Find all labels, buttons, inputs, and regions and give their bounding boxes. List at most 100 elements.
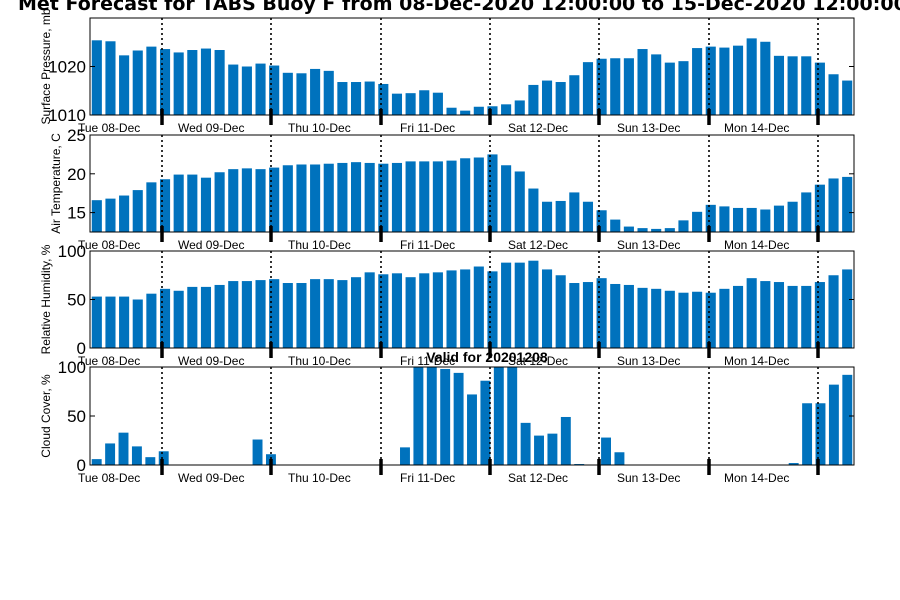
x-tick-label: Sun 13-Dec — [617, 121, 680, 135]
bar-2 — [105, 443, 116, 465]
bar-53 — [801, 56, 812, 115]
bar-7 — [173, 174, 184, 232]
bar-40 — [623, 284, 634, 348]
bar-1 — [91, 459, 102, 465]
bar-30 — [487, 154, 498, 232]
bar-5 — [146, 182, 157, 232]
figure-title: Met Forecast for TABS Buoy F from 08-Dec… — [18, 0, 900, 15]
bar-40 — [623, 226, 634, 232]
bar-23 — [391, 93, 403, 115]
y-tick-label: 25 — [67, 126, 86, 145]
bar-3 — [119, 55, 130, 115]
y-tick-label: 0 — [77, 456, 86, 475]
bar-45 — [692, 48, 703, 115]
chart-panel-2: 15 20 25 Tue 08-Dec Wed 09-Dec Thu 10-Dec Fri … — [49, 126, 855, 252]
bar-33 — [528, 260, 539, 348]
bar-28 — [460, 269, 471, 348]
bar-41 — [637, 49, 648, 115]
bar-12 — [241, 168, 252, 232]
bar-29 — [473, 106, 484, 115]
bar-39 — [601, 437, 611, 465]
bar-52 — [787, 56, 798, 115]
bar-37 — [582, 62, 594, 115]
x-tick-label: Wed 09-Dec — [178, 121, 244, 135]
bar-14 — [269, 279, 280, 348]
bar-27 — [446, 160, 457, 232]
bar-26 — [432, 92, 443, 115]
bar-38 — [596, 210, 607, 232]
bar-42 — [651, 288, 662, 348]
bar-49 — [746, 207, 757, 232]
bar-37 — [582, 282, 594, 348]
bar-23 — [391, 273, 403, 348]
bar-53 — [801, 192, 812, 232]
bar-33 — [528, 188, 539, 232]
bar-44 — [678, 220, 689, 232]
bar-15 — [282, 165, 293, 232]
bar-5 — [145, 457, 156, 465]
x-tick-label: Sun 13-Dec — [617, 471, 680, 485]
bar-25 — [419, 161, 430, 232]
x-tick-label: Thu 10-Dec — [288, 471, 351, 485]
bar-6 — [159, 49, 171, 115]
bar-29 — [473, 266, 484, 348]
bar-11 — [228, 281, 239, 348]
bar-28 — [453, 372, 464, 465]
bar-28 — [460, 110, 471, 115]
bar-35 — [555, 275, 566, 348]
y-tick-label: 0 — [77, 339, 86, 358]
bar-10 — [214, 172, 225, 232]
x-tick-label: Mon 14-Dec — [724, 121, 789, 135]
x-tick-label: Sun 13-Dec — [617, 354, 680, 368]
bar-54 — [814, 184, 825, 232]
bar-32 — [514, 262, 525, 348]
y-axis-label: Surface Pressure, mb — [39, 8, 53, 124]
y-tick-label: 100 — [58, 242, 86, 261]
bar-14 — [269, 167, 280, 232]
bar-31 — [493, 367, 504, 465]
bar-53 — [788, 463, 799, 465]
bar-26 — [432, 161, 443, 232]
bar-1 — [91, 296, 102, 348]
bar-43 — [664, 228, 675, 232]
bar-31 — [501, 262, 512, 348]
bar-24 — [400, 447, 410, 465]
bar-36 — [560, 416, 571, 465]
bar-47 — [719, 288, 730, 348]
y-axis-label: Cloud Cover, % — [39, 374, 53, 458]
bar-48 — [732, 207, 744, 232]
x-tick-label: Fri 11-Dec — [400, 471, 455, 485]
y-tick-label: 100 — [58, 358, 86, 377]
x-tick-label: Fri 11-Dec — [400, 238, 455, 252]
y-tick-label: 1020 — [48, 58, 86, 77]
bar-2 — [105, 41, 116, 115]
bar-6 — [158, 451, 169, 465]
bar-47 — [719, 47, 730, 116]
bar-20 — [350, 162, 362, 232]
bar-12 — [241, 281, 252, 348]
x-tick-label: Fri 11-Dec — [400, 121, 455, 135]
bar-34 — [541, 80, 553, 115]
bar-27 — [440, 368, 451, 465]
x-tick-label: Mon 14-Dec — [724, 354, 789, 368]
x-tick-label: Tue 08-Dec — [78, 354, 140, 368]
bar-54 — [814, 62, 825, 115]
bar-7 — [173, 290, 184, 348]
bar-17 — [310, 279, 321, 348]
bar-35 — [555, 82, 566, 115]
bar-37 — [582, 201, 594, 232]
y-tick-label: 1010 — [48, 106, 86, 125]
bar-35 — [547, 433, 558, 465]
bar-13 — [252, 439, 263, 465]
bar-48 — [732, 285, 744, 348]
bar-11 — [228, 169, 239, 232]
bar-46 — [705, 204, 716, 232]
bar-15 — [282, 283, 293, 348]
bar-50 — [760, 41, 771, 115]
bar-32 — [514, 100, 525, 115]
panel-title: Valid for 20201208 — [426, 349, 548, 365]
bar-39 — [610, 283, 621, 348]
bar-6 — [159, 179, 171, 232]
